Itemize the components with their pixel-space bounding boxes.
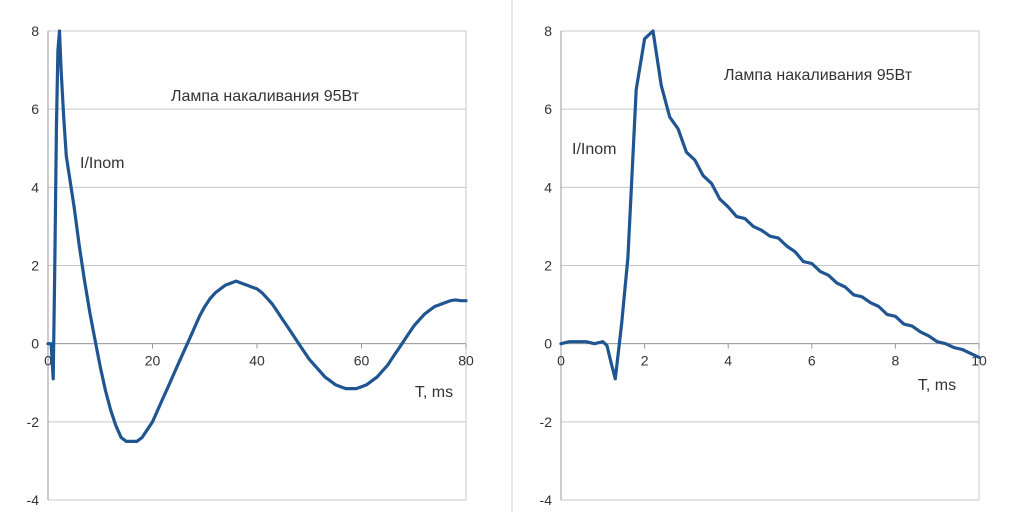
y-tick-label: -4 — [540, 492, 553, 508]
series-line — [559, 29, 981, 381]
x-tick-label: 0 — [44, 353, 52, 369]
y-tick-label: -4 — [27, 492, 40, 508]
x-tick-label: 80 — [458, 353, 474, 369]
chart-title: Лампа накаливания 95Вт — [724, 67, 913, 84]
x-tick-label: 40 — [249, 353, 265, 369]
x-tick-label: 60 — [354, 353, 370, 369]
chart-title: Лампа накаливания 95Вт — [171, 88, 360, 105]
y-tick-label: 6 — [544, 101, 552, 117]
x-tick-label: 4 — [724, 353, 732, 369]
y-tick-label: 0 — [544, 336, 552, 352]
x-axis-label: T, ms — [415, 384, 453, 401]
y-tick-label: 4 — [544, 179, 552, 195]
y-tick-label: 2 — [31, 258, 39, 274]
y-tick-label: -2 — [27, 414, 40, 430]
y-tick-label: 0 — [31, 336, 39, 352]
series-line — [46, 29, 468, 443]
y-tick-label: 8 — [544, 23, 552, 39]
y-tick-label: 2 — [544, 258, 552, 274]
x-tick-label: 2 — [641, 353, 649, 369]
y-tick-label: -2 — [540, 414, 553, 430]
y-tick-label: 4 — [31, 179, 39, 195]
x-tick-label: 8 — [892, 353, 900, 369]
y-axis-label: I/Inom — [80, 155, 124, 172]
x-tick-label: 20 — [145, 353, 161, 369]
x-axis-label: T, ms — [918, 377, 956, 394]
y-axis-label: I/Inom — [572, 141, 616, 158]
x-tick-label: 0 — [557, 353, 565, 369]
x-tick-label: 6 — [808, 353, 816, 369]
y-tick-label: 8 — [31, 23, 39, 39]
y-tick-label: 6 — [31, 101, 39, 117]
